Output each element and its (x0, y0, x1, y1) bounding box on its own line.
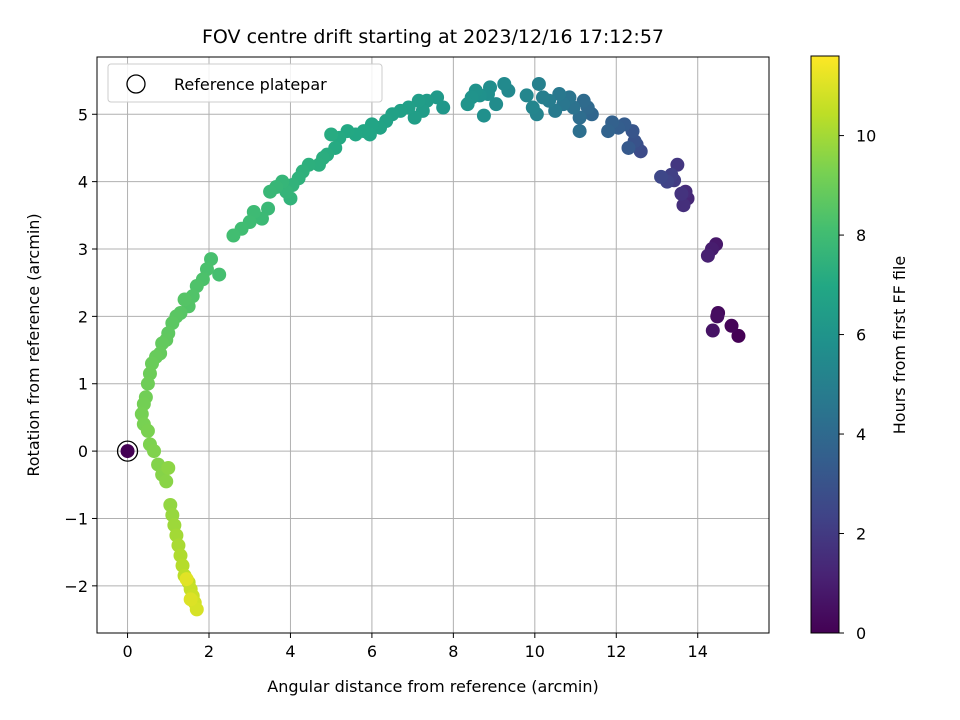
x-tick-label: 14 (688, 642, 708, 661)
data-point (411, 93, 426, 108)
y-axis-ticks: −2 −1 0 1 2 3 4 5 (64, 105, 97, 596)
colorbar-tick-label: 8 (856, 226, 866, 245)
data-point (731, 328, 746, 343)
data-point (489, 97, 504, 112)
y-tick-label: −2 (64, 577, 88, 596)
data-point (147, 444, 162, 459)
colorbar-tick-label: 4 (856, 425, 866, 444)
data-point (436, 100, 451, 115)
x-tick-label: 8 (448, 642, 458, 661)
chart-title: FOV centre drift starting at 2023/12/16 … (202, 26, 664, 48)
data-point (324, 127, 339, 142)
y-tick-label: 5 (78, 105, 88, 124)
colorbar-tick-label: 10 (856, 127, 876, 146)
reference-point-ring (116, 440, 139, 462)
y-tick-label: −1 (64, 509, 88, 528)
data-point (261, 201, 276, 216)
data-point (311, 157, 326, 172)
y-tick-label: 3 (78, 240, 88, 259)
data-point (407, 110, 422, 125)
y-tick-label: 0 (78, 442, 88, 461)
legend-box (107, 63, 383, 103)
data-point (710, 309, 725, 324)
data-point (183, 592, 198, 607)
x-tick-label: 0 (122, 642, 132, 661)
data-point (700, 248, 715, 263)
colorbar-label: Hours from first FF file (890, 256, 909, 435)
colorbar-tick-label: 0 (856, 624, 866, 643)
y-tick-label: 2 (78, 307, 88, 326)
data-point (226, 228, 241, 243)
data-point (572, 110, 587, 125)
data-point (601, 124, 616, 139)
data-point (159, 474, 174, 489)
data-point (519, 88, 534, 103)
x-tick-label: 6 (367, 642, 377, 661)
data-point (674, 186, 689, 201)
data-point (535, 90, 550, 105)
data-point (263, 184, 278, 199)
data-point (212, 267, 227, 282)
y-axis-label: Rotation from reference (arcmin) (24, 213, 43, 476)
data-point (724, 318, 739, 333)
data-point (576, 93, 591, 108)
data-point (670, 157, 685, 172)
plot-frame (96, 56, 770, 634)
y-tick-label: 1 (78, 375, 88, 394)
data-point (705, 323, 720, 338)
data-point (654, 169, 669, 184)
data-point (621, 140, 636, 155)
data-point (548, 103, 563, 118)
colorbar (810, 55, 840, 634)
x-tick-label: 12 (606, 642, 626, 661)
data-point (476, 108, 491, 123)
legend-label-reference: Reference platepar (174, 75, 327, 94)
x-tick-label: 2 (204, 642, 214, 661)
colorbar-tick-label: 2 (856, 525, 866, 544)
x-tick-label: 10 (525, 642, 545, 661)
x-tick-label: 4 (285, 642, 295, 661)
legend: Reference platepar (107, 63, 383, 103)
data-point (460, 97, 475, 112)
data-point (161, 460, 176, 475)
data-point (140, 376, 155, 391)
data-point (531, 76, 546, 91)
data-point (525, 100, 540, 115)
data-point (497, 76, 512, 91)
data-point (552, 87, 567, 102)
scatter-points (116, 76, 746, 617)
data-point (189, 602, 204, 617)
reference-point-marker (120, 444, 135, 459)
data-point (676, 198, 691, 213)
data-point (179, 572, 194, 587)
data-point (177, 292, 192, 307)
grid-lines (97, 57, 769, 633)
legend-marker-reference (126, 74, 146, 94)
x-axis-label: Angular distance from reference (arcmin) (267, 677, 598, 696)
data-point (140, 423, 155, 438)
colorbar-ticks: 0 2 4 6 8 10 (839, 127, 876, 643)
data-point (572, 124, 587, 139)
colorbar-tick-label: 6 (856, 326, 866, 345)
y-tick-label: 4 (78, 173, 88, 192)
x-axis-ticks: 0 2 4 6 8 10 12 14 (122, 633, 708, 661)
